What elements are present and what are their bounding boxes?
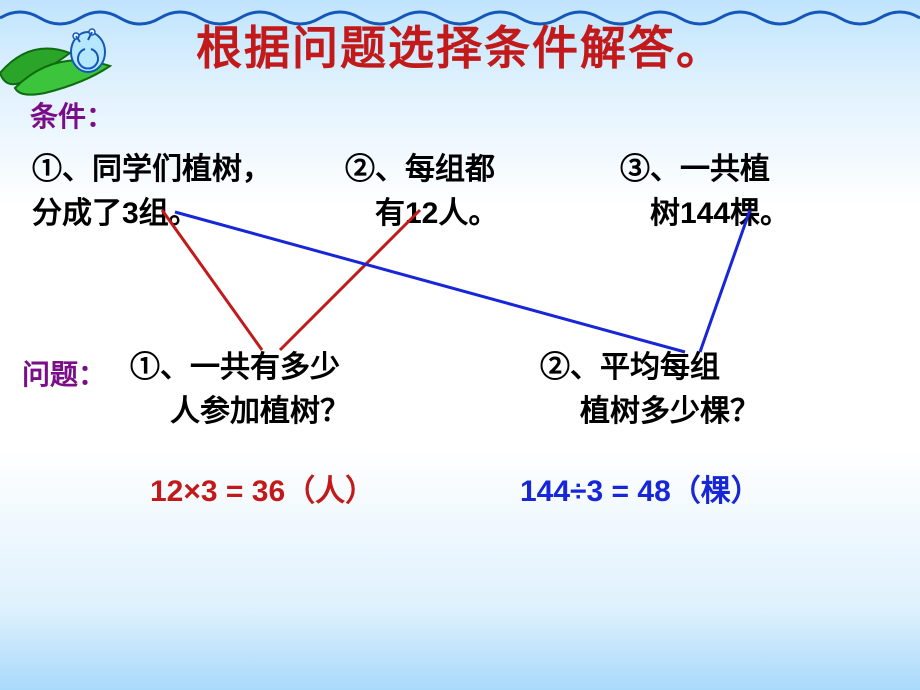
condition-2-line2: 有12人。 [345,197,498,230]
question-1: ①、一共有多少 人参加植树？ [130,346,450,434]
question-2-line2: 植树多少棵？ [540,395,760,428]
question-2: ②、平均每组 植树多少棵？ [540,346,880,434]
question-2-line1: ②、平均每组 [540,351,720,384]
connection-lines [0,0,920,690]
question-1-line1: ①、一共有多少 [130,351,340,384]
condition-1-line1: ①、同学们植树， [32,153,272,186]
conditions-label: 条件： [30,95,114,135]
condition-3: ③、一共植 树144棵。 [620,148,880,236]
condition-2-line1: ②、每组都 [345,153,495,186]
condition-3-line1: ③、一共植 [620,153,770,186]
condition-1: ①、同学们植树， 分成了3组。 [32,148,332,236]
condition-3-line2: 树144棵。 [620,197,790,230]
question-1-line2: 人参加植树？ [130,395,350,428]
answer-1: 12×3 = 36（人） [150,466,375,510]
condition-2: ②、每组都 有12人。 [345,148,605,236]
condition-1-line2: 分成了3组。 [32,197,199,230]
answer-2: 144÷3 = 48（棵） [520,466,761,510]
questions-label: 问题： [22,353,106,393]
page-title: 根据问题选择条件解答。 [0,12,920,78]
